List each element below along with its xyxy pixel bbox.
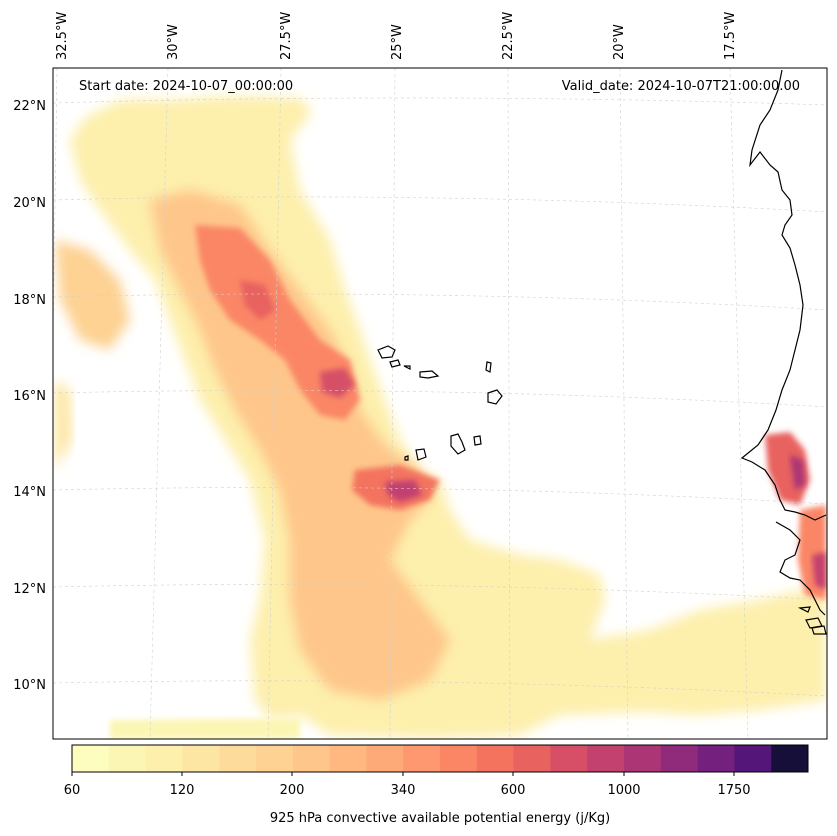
grid-lon-17.5 bbox=[729, 68, 749, 739]
lat-label: 16°N bbox=[13, 389, 46, 404]
grid-lat-14 bbox=[53, 487, 827, 505]
lat-label: 22°N bbox=[13, 99, 46, 114]
lon-label: 25°W bbox=[390, 24, 405, 60]
colorbar-swatch bbox=[697, 745, 735, 772]
colorbar-swatch bbox=[660, 745, 699, 772]
cape-core-18N bbox=[240, 280, 275, 320]
grid-lon-25 bbox=[389, 68, 396, 739]
cape-west-blob-2 bbox=[55, 380, 72, 470]
colorbar-swatch bbox=[403, 745, 441, 772]
colorbar-tick-label: 1750 bbox=[717, 783, 750, 798]
colorbar-tick-labels: 60 120 200 340 600 1000 1750 bbox=[64, 783, 751, 798]
longitude-labels: 32.5°W 30°W 27.5°W 25°W 22.5°W 20°W 17.5… bbox=[55, 12, 738, 60]
cape-core-16N bbox=[320, 368, 355, 398]
colorbar-tick-label: 600 bbox=[501, 783, 526, 798]
colorbar-swatch bbox=[145, 745, 183, 772]
cape-west-blob bbox=[55, 240, 130, 350]
lat-label: 14°N bbox=[13, 485, 46, 500]
grid-lat-20 bbox=[53, 196, 827, 213]
colorbar-tick-label: 340 bbox=[391, 783, 416, 798]
island-sao-nicolau bbox=[419, 370, 440, 379]
grid-lon-20 bbox=[619, 68, 629, 739]
colorbar-swatch bbox=[292, 745, 331, 772]
grid-lat-16 bbox=[53, 390, 827, 408]
grid-lon-22.5 bbox=[507, 68, 511, 739]
africa-coastline-south bbox=[775, 521, 826, 616]
lat-label: 20°N bbox=[13, 196, 46, 211]
valid-date-text: Valid_date: 2024-10-07T21:00:00.00 bbox=[562, 79, 800, 94]
colorbar-swatch bbox=[624, 745, 662, 772]
colorbar-tick-label: 120 bbox=[170, 783, 195, 798]
grid-lat-18 bbox=[53, 293, 827, 311]
cape-coast-core bbox=[790, 455, 805, 490]
map-frame bbox=[52, 67, 828, 740]
lon-label: 27.5°W bbox=[279, 12, 294, 60]
colorbar-swatch bbox=[219, 745, 257, 772]
lon-label: 20°W bbox=[612, 24, 627, 60]
colorbar-swatch bbox=[72, 745, 110, 772]
colorbar-tick-label: 200 bbox=[280, 783, 305, 798]
cape-field bbox=[55, 96, 826, 739]
islands-bijagos-3 bbox=[811, 625, 827, 635]
cape-coast-south-core bbox=[812, 552, 826, 590]
island-sao-vicente bbox=[389, 359, 401, 368]
colorbar-swatch bbox=[550, 745, 588, 772]
cape-core-14N bbox=[385, 480, 422, 502]
colorbar-label: 925 hPa convective available potential e… bbox=[270, 811, 610, 826]
island-santiago bbox=[450, 433, 466, 455]
colorbar-swatch bbox=[440, 745, 478, 772]
island-fogo bbox=[415, 448, 427, 461]
grid-lat-12 bbox=[53, 584, 827, 601]
colorbar-tick-label: 60 bbox=[64, 783, 81, 798]
latitude-labels: 22°N 20°N 18°N 16°N 14°N 12°N 10°N bbox=[13, 99, 46, 693]
lon-label: 17.5°W bbox=[723, 12, 738, 60]
colorbar-swatch bbox=[182, 745, 220, 772]
island-santo-antao bbox=[377, 345, 396, 359]
lon-label: 32.5°W bbox=[55, 12, 70, 60]
cape-band-high bbox=[195, 225, 360, 420]
colorbar-swatch bbox=[476, 745, 515, 772]
colorbar-swatch bbox=[587, 745, 625, 772]
island-sal bbox=[485, 361, 492, 373]
cape-band-mid bbox=[150, 190, 450, 700]
island-santa-luzia bbox=[403, 365, 411, 370]
grid-lon-27.5 bbox=[267, 68, 282, 739]
colorbar-swatch bbox=[366, 745, 404, 772]
island-maio bbox=[473, 435, 482, 446]
africa-coastline bbox=[740, 69, 827, 521]
lat-label: 18°N bbox=[13, 293, 46, 308]
colorbar-tick-label: 1000 bbox=[607, 783, 640, 798]
lat-label: 10°N bbox=[13, 678, 46, 693]
start-date-text: Start date: 2024-10-07_00:00:00 bbox=[79, 79, 293, 94]
grid-lat-10 bbox=[53, 680, 827, 697]
colorbar-swatch bbox=[771, 745, 809, 772]
lon-label: 22.5°W bbox=[501, 12, 516, 60]
island-boa-vista bbox=[487, 389, 503, 405]
coastlines bbox=[377, 69, 827, 635]
cape-band-lower-strip bbox=[110, 718, 300, 739]
islands-bijagos-1 bbox=[797, 606, 811, 613]
lat-label: 12°N bbox=[13, 582, 46, 597]
colorbar bbox=[71, 744, 809, 776]
gridlines bbox=[53, 68, 827, 739]
colorbar-frame bbox=[71, 744, 809, 773]
lon-label: 30°W bbox=[166, 24, 181, 60]
colorbar-swatch bbox=[513, 745, 551, 772]
grid-lat-22 bbox=[53, 97, 827, 106]
colorbar-swatch bbox=[734, 745, 772, 772]
grid-lon-30 bbox=[149, 68, 169, 739]
colorbar-swatch bbox=[108, 745, 147, 772]
colorbar-swatch bbox=[329, 745, 367, 772]
colorbar-swatch bbox=[256, 745, 294, 772]
island-brava bbox=[404, 455, 409, 461]
